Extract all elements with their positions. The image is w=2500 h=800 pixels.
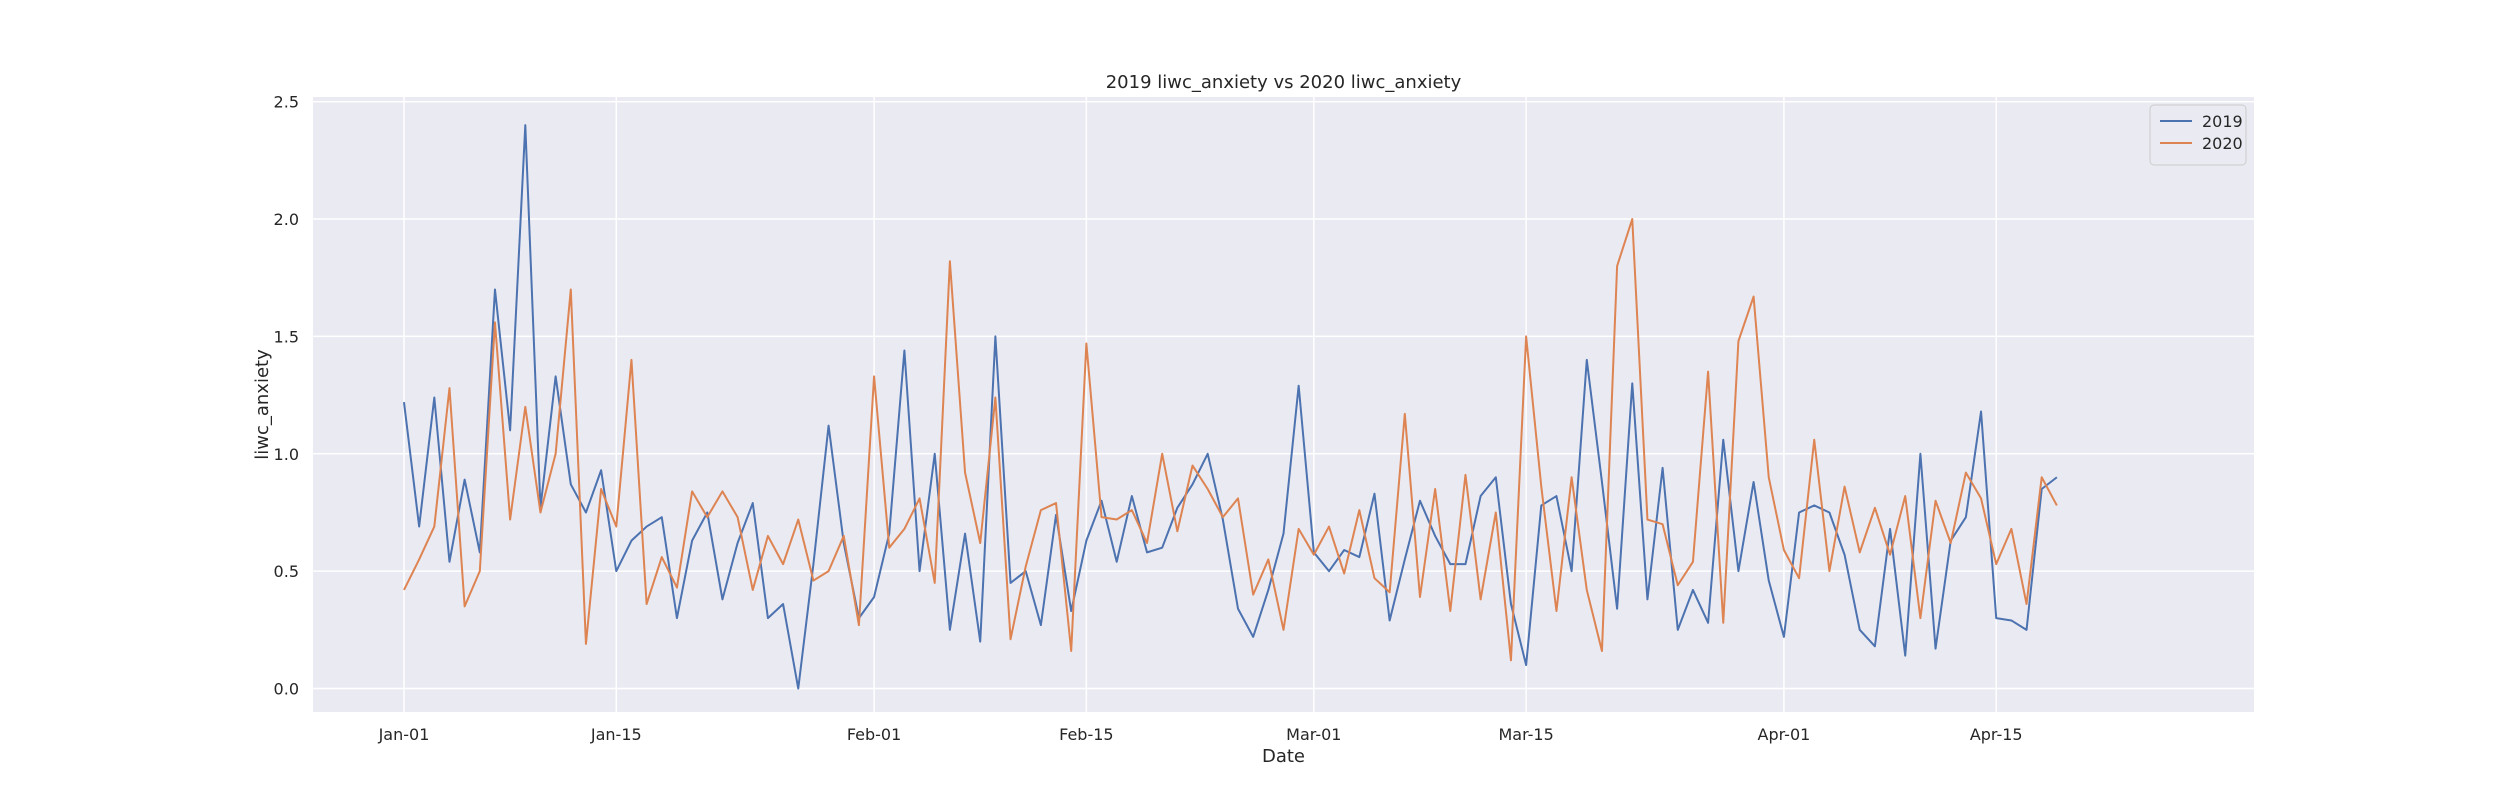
x-tick-label: Apr-15 <box>1970 725 2023 744</box>
y-tick-label: 0.5 <box>274 562 299 581</box>
x-tick-label: Mar-01 <box>1286 725 1341 744</box>
series-line-2020 <box>403 218 2058 662</box>
x-tick-label: Apr-01 <box>1758 725 1811 744</box>
chart-title: 2019 liwc_anxiety vs 2020 liwc_anxiety <box>1106 72 1462 93</box>
x-tick-label: Feb-01 <box>847 725 901 744</box>
series-lines <box>402 124 2058 690</box>
y-tick-label: 0.0 <box>274 680 299 699</box>
x-tick-label: Mar-15 <box>1498 725 1553 744</box>
series-line-2019 <box>402 124 2058 690</box>
y-tick-label: 1.5 <box>274 327 299 346</box>
x-axis-label: Date <box>1262 746 1305 767</box>
x-axis: Jan-01 Jan-15 Feb-01 Feb-15 Mar-01 Mar-15 Apr-… <box>378 725 2023 744</box>
legend-label: 2020 <box>2202 134 2243 153</box>
x-tick-label: Jan-15 <box>590 725 642 744</box>
legend-label: 2019 <box>2202 112 2243 131</box>
y-tick-label: 2.5 <box>274 93 299 112</box>
y-tick-label: 1.0 <box>274 445 299 464</box>
y-axis-label: liwc_anxiety <box>252 349 273 460</box>
legend: 2019 2020 <box>2149 104 2247 166</box>
x-tick-label: Jan-01 <box>378 725 430 744</box>
y-axis: 0.0 0.5 1.0 1.5 2.0 2.5 <box>274 93 299 699</box>
y-tick-label: 2.0 <box>274 210 299 229</box>
x-tick-label: Feb-15 <box>1059 725 1113 744</box>
plot-area <box>313 97 2254 712</box>
